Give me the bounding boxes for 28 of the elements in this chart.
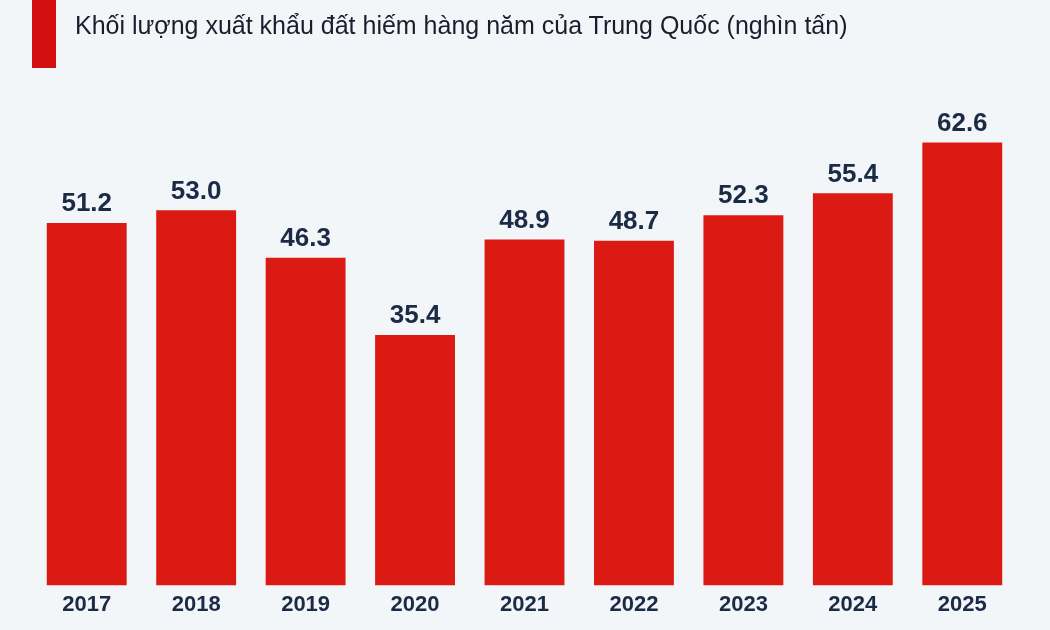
bar <box>812 193 893 586</box>
bar <box>156 210 237 586</box>
data-label: 48.7 <box>608 204 660 235</box>
chart-title: Khối lượng xuất khẩu đất hiếm hàng năm của Trung Quốc (nghìn tấn) <box>75 10 848 41</box>
bar <box>46 223 127 586</box>
data-label: 51.2 <box>61 187 113 218</box>
x-tick-label: 2025 <box>937 590 987 616</box>
x-tick-label: 2018 <box>171 590 221 616</box>
bar <box>594 240 674 586</box>
x-tick-label: 2022 <box>609 590 659 616</box>
data-label: 46.3 <box>280 221 331 252</box>
x-tick-label: 2019 <box>281 590 331 616</box>
bar <box>484 239 565 586</box>
bar <box>703 215 784 586</box>
data-label: 55.4 <box>827 157 879 188</box>
x-tick-label: 2017 <box>62 590 112 616</box>
data-label: 52.3 <box>718 179 769 210</box>
bar <box>265 257 346 586</box>
data-label: 62.6 <box>936 106 988 137</box>
bar <box>922 142 1003 586</box>
data-label: 35.4 <box>389 299 441 330</box>
data-label: 48.9 <box>499 203 550 234</box>
x-tick-label: 2021 <box>500 590 549 616</box>
x-tick-label: 2020 <box>390 590 440 616</box>
data-label: 53.0 <box>170 174 222 205</box>
bar <box>375 334 455 586</box>
x-tick-label: 2024 <box>828 590 879 616</box>
x-tick-label: 2023 <box>718 590 768 616</box>
